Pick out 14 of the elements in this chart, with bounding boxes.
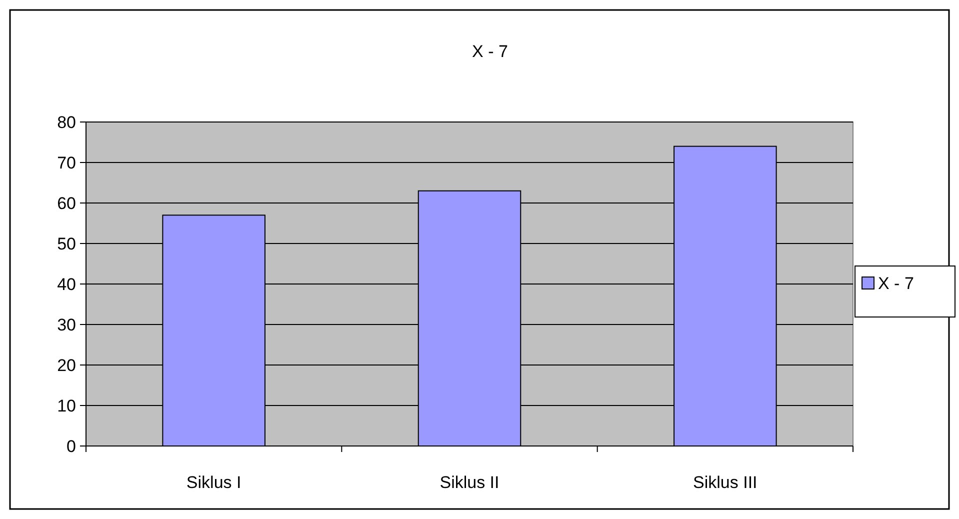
legend-label: X - 7 bbox=[878, 274, 914, 293]
y-tick-label: 60 bbox=[57, 194, 76, 213]
y-tick-label: 50 bbox=[57, 234, 76, 254]
y-tick-label: 70 bbox=[57, 153, 76, 172]
x-tick-label: Siklus I bbox=[186, 473, 242, 492]
x-tick-label: Siklus II bbox=[440, 473, 500, 492]
y-tick-label: 0 bbox=[66, 436, 76, 456]
y-tick-label: 10 bbox=[57, 396, 76, 416]
x-tick-label: Siklus III bbox=[693, 473, 758, 492]
y-tick-label: 30 bbox=[57, 315, 76, 334]
chart-title: X - 7 bbox=[472, 42, 508, 61]
y-tick-label: 80 bbox=[57, 112, 76, 132]
y-tick-label: 20 bbox=[57, 356, 76, 375]
y-tick-label: 40 bbox=[57, 274, 76, 294]
